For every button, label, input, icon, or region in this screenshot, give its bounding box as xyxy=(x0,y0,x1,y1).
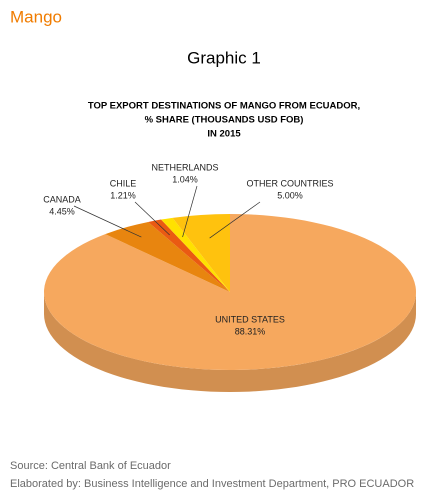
slice xyxy=(105,221,230,292)
data-label-name: OTHER COUNTRIES xyxy=(246,178,333,188)
pie: UNITED STATES 88.31% CANADA 4.45% CHILE 1.21%… xyxy=(43,162,416,392)
data-label-name: CANADA xyxy=(43,194,81,204)
data-label-value: 5.00% xyxy=(277,190,303,200)
data-label-value: 1.04% xyxy=(172,174,198,184)
leader-line xyxy=(209,201,261,239)
chart-title: Graphic 1 xyxy=(187,48,261,67)
leader-line xyxy=(73,205,142,238)
data-label-name: CHILE xyxy=(110,178,137,188)
slice xyxy=(43,214,416,370)
data-label-value: 1.21% xyxy=(110,190,136,200)
page-title: Mango xyxy=(10,7,62,26)
data-label-name: NETHERLANDS xyxy=(151,162,218,172)
data-label-value: 4.45% xyxy=(49,206,75,216)
slice-side xyxy=(44,292,416,392)
slice xyxy=(161,217,230,292)
leader-line xyxy=(134,201,170,236)
chart-subtitle: % SHARE (THOUSANDS USD FOB) xyxy=(145,115,304,126)
source: Source: Central Bank of Ecuador xyxy=(10,460,171,472)
chart-subtitle: TOP EXPORT DESTINATIONS OF MANGO FROM EC… xyxy=(88,101,360,112)
credit: Elaborated by: Business Intelligence and… xyxy=(10,478,414,490)
data-label-value: 88.31% xyxy=(235,326,266,336)
leader-line xyxy=(182,185,198,238)
data-label-name: UNITED STATES xyxy=(215,314,285,324)
chart-subtitle: IN 2015 xyxy=(207,129,241,140)
slice xyxy=(148,219,230,292)
